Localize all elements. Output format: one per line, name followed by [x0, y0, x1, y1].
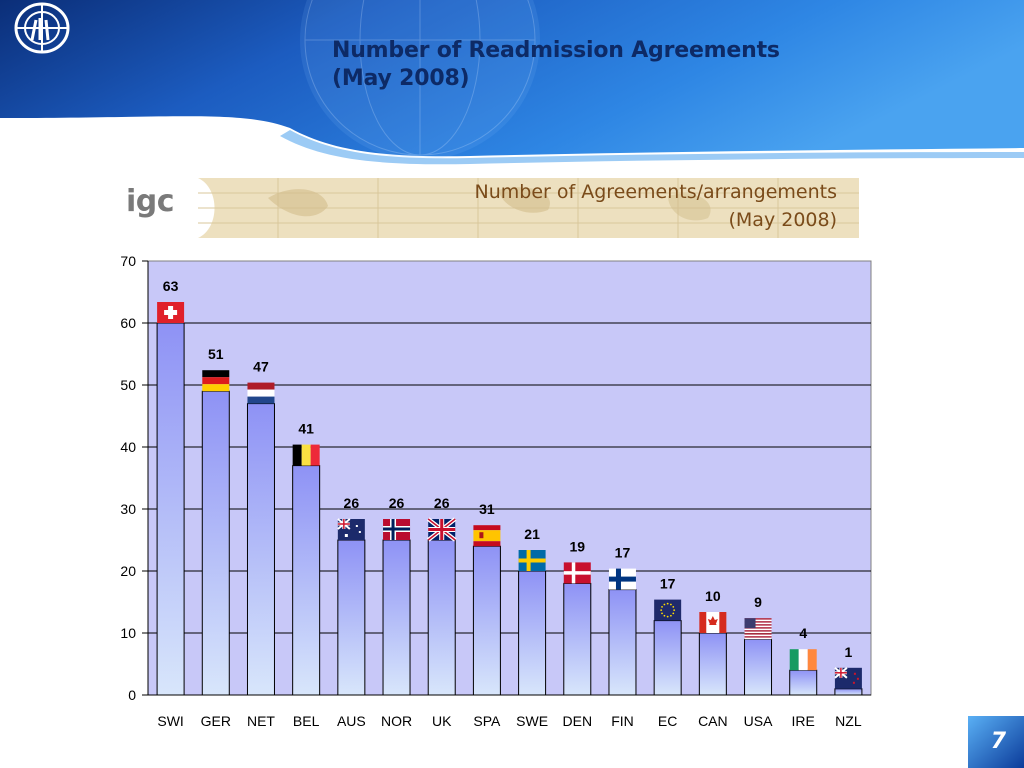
data-label: 63 [163, 278, 179, 294]
bar-can [698, 632, 727, 696]
y-tick-label: 40 [120, 439, 136, 455]
x-tick-label: NOR [381, 713, 412, 729]
bar-usa [744, 638, 773, 696]
spain-flag-icon [473, 525, 501, 547]
bar-bel [292, 465, 321, 696]
x-tick-label: IRE [792, 713, 815, 729]
page-number-box [968, 716, 1024, 768]
data-label: 31 [479, 501, 495, 517]
european-union-flag-icon [654, 599, 682, 621]
x-tick-label: CAN [698, 713, 728, 729]
netherlands-flag-icon [247, 382, 275, 404]
bar-den [563, 582, 592, 696]
x-tick-label: DEN [563, 713, 593, 729]
y-tick-label: 50 [120, 377, 136, 393]
y-tick-label: 60 [120, 315, 136, 331]
subtitle-banner [198, 178, 859, 238]
y-tick-label: 20 [120, 563, 136, 579]
x-tick-label: BEL [293, 713, 320, 729]
data-label: 21 [524, 526, 540, 542]
bar-ger [201, 390, 230, 696]
data-label: 26 [389, 495, 405, 511]
data-label: 10 [705, 588, 721, 604]
x-tick-label: FIN [611, 713, 634, 729]
x-tick-label: SWE [516, 713, 548, 729]
chart-subtitle: Number of Agreements/arrangements (May 2… [474, 181, 838, 231]
bar-nor [382, 539, 411, 696]
bar-aus [337, 539, 366, 696]
data-label: 19 [569, 538, 585, 554]
data-label: 4 [799, 625, 807, 641]
data-label: 47 [253, 359, 269, 375]
bar-nzl [834, 688, 863, 696]
australia-flag-icon [337, 518, 365, 540]
y-tick-label: 0 [128, 687, 136, 703]
bar-fin [608, 589, 637, 696]
united-states-flag-icon [744, 618, 772, 640]
new-zealand-flag-icon [834, 667, 862, 689]
y-tick-label: 30 [120, 501, 136, 517]
data-label: 26 [434, 495, 450, 511]
data-label: 17 [615, 545, 631, 561]
bar-ire [789, 669, 818, 696]
page-number: 7 [990, 729, 1006, 754]
bar-net [246, 403, 275, 696]
bar-spa [472, 545, 501, 696]
slide-title: Number of Readmission Agreements (May 20… [332, 38, 780, 91]
x-tick-label: USA [744, 713, 773, 729]
y-tick-label: 70 [120, 253, 136, 269]
data-label: 51 [208, 346, 224, 362]
data-label: 17 [660, 576, 676, 592]
canada-flag-icon [699, 612, 727, 633]
x-tick-label: UK [432, 713, 452, 729]
y-tick-label: 10 [120, 625, 136, 641]
bar-ec [653, 620, 682, 696]
data-label: 9 [754, 594, 762, 610]
x-tick-label: SPA [473, 713, 501, 729]
header-banner [0, 0, 1024, 165]
data-label: 41 [298, 421, 314, 437]
sweden-flag-icon [518, 550, 546, 571]
finland-flag-icon [608, 568, 636, 590]
x-tick-label: EC [658, 713, 677, 729]
iom-logo [14, 2, 70, 54]
x-tick-label: NZL [835, 713, 862, 729]
x-tick-label: SWI [157, 713, 183, 729]
data-label: 26 [344, 495, 360, 511]
denmark-flag-icon [563, 562, 591, 584]
bar-swi [156, 322, 185, 696]
norway-flag-icon [383, 519, 411, 540]
bar-swe [518, 570, 547, 696]
switzerland-flag-icon [157, 302, 185, 323]
igc-logo: igc [126, 184, 175, 219]
united-kingdom-flag-icon [426, 517, 457, 542]
x-tick-label: NET [247, 713, 275, 729]
bar-uk [427, 539, 456, 696]
ireland-flag-icon [789, 649, 817, 671]
belgium-flag-icon [292, 444, 320, 466]
x-tick-label: GER [201, 713, 231, 729]
data-label: 1 [845, 644, 853, 660]
x-tick-label: AUS [337, 713, 366, 729]
germany-flag-icon [202, 370, 230, 392]
